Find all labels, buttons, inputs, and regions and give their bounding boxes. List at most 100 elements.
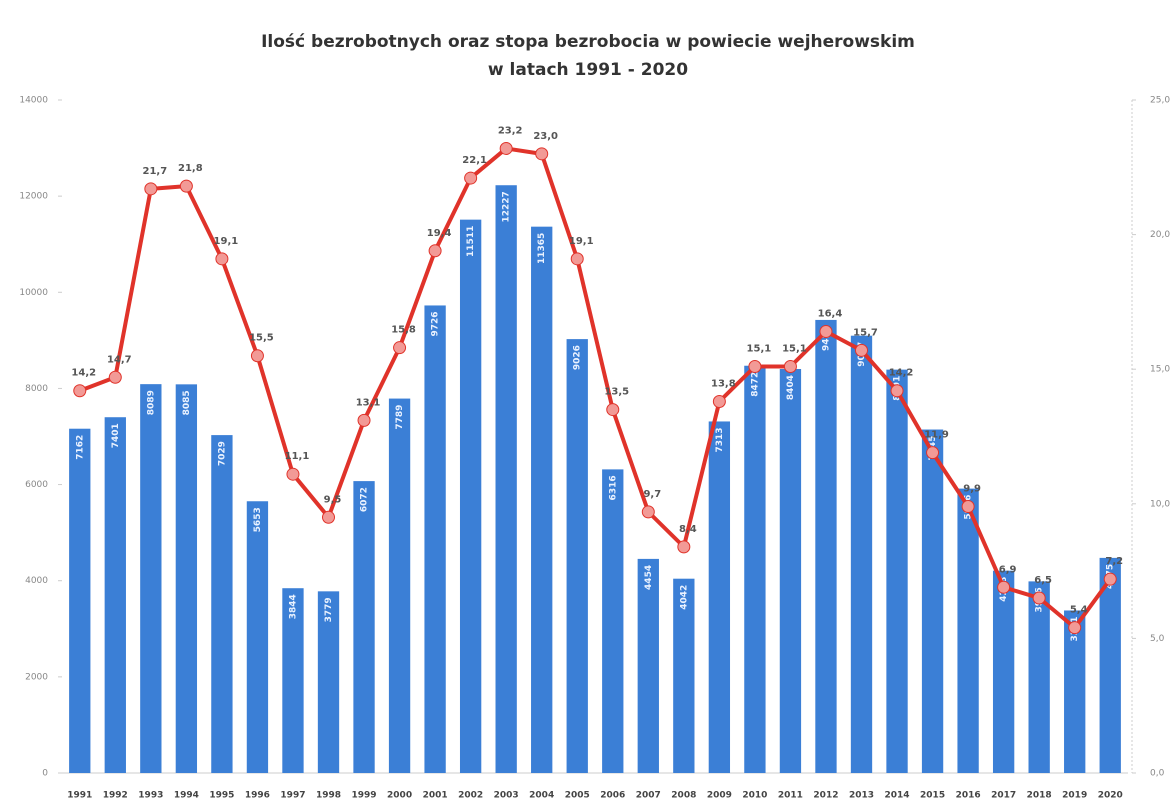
bar [637,558,659,773]
rate-marker [357,413,371,427]
bar-value-label: 4454 [644,565,654,590]
rate-marker [499,141,513,155]
bar-value-label: 8472 [750,372,760,397]
rate-label: 11,1 [285,451,310,462]
x-tick-label: 2020 [1098,791,1123,801]
bar [140,384,162,773]
rate-marker [961,499,975,513]
bar [424,305,446,773]
x-tick-label: 1994 [174,791,199,801]
x-tick-label: 2008 [671,791,696,801]
bar [282,588,304,773]
bar [459,219,482,773]
bar [602,469,624,773]
bar [566,339,588,773]
x-tick-label: 2010 [742,791,767,801]
bar-value-label: 11365 [537,233,547,264]
rate-label: 21,7 [142,166,167,177]
y2-tick-label: 10,0 [1150,499,1170,509]
x-tick-label: 2001 [423,791,448,801]
bar [495,185,517,773]
bar-value-label: 6072 [360,487,370,512]
bar [211,435,233,773]
rate-label: 6,9 [999,564,1017,575]
rate-label: 13,8 [711,379,736,390]
x-tick-label: 1997 [280,791,305,801]
bar [886,369,908,773]
x-tick-label: 2005 [565,791,590,801]
x-tick-label: 2002 [458,791,483,801]
rate-label: 11,9 [924,430,949,441]
bar-value-label: 7313 [715,427,725,452]
bar-value-label: 9425 [821,326,831,351]
x-tick-label: 2016 [956,791,981,801]
y2-tick-label: 25,0 [1150,96,1170,106]
bar [353,481,375,773]
rate-line [79,146,1112,630]
bar-value-label: 8085 [182,390,192,415]
bar [815,319,837,773]
rate-label: 13,1 [356,397,381,408]
x-tick-label: 2019 [1062,791,1087,801]
bar-value-label: 7401 [111,423,121,448]
bar [69,428,91,773]
y-tick-label: 8000 [25,384,48,394]
rate-label: 15,1 [747,344,772,355]
bar [246,501,269,773]
y-tick-label: 2000 [25,672,48,682]
bar-value-label: 3844 [288,594,298,619]
y-tick-label: 6000 [25,480,48,490]
bar-value-label: 11511 [466,226,476,257]
rate-label: 15,1 [782,344,807,355]
rate-marker [855,343,868,357]
rate-label: 16,4 [818,309,843,320]
x-tick-label: 2015 [920,791,945,801]
rate-marker [641,505,655,519]
bar [957,488,979,773]
bar-value-label: 9026 [573,345,583,370]
rate-marker [606,403,620,417]
rate-label: 21,8 [178,163,203,174]
x-tick-label: 1993 [138,791,163,801]
x-tick-label: 2011 [778,791,803,801]
bar-value-label: 8404 [786,375,796,400]
x-tick-label: 2013 [849,791,874,801]
rate-label: 19,1 [569,236,594,247]
rate-marker [1068,621,1082,635]
y2-tick-label: 0,0 [1150,769,1165,779]
bar [673,578,695,773]
y2-tick-label: 5,0 [1150,634,1165,644]
rate-label: 8,4 [679,524,697,535]
rate-marker [144,182,158,196]
x-tick-label: 2012 [813,791,838,801]
rate-marker [250,349,264,363]
bar-value-label: 7162 [75,435,85,460]
rate-label: 14,2 [889,368,914,379]
rate-label: 22,1 [462,155,487,166]
x-tick-label: 2000 [387,791,412,801]
bar-value-label: 8089 [146,390,156,415]
y-tick-label: 10000 [19,288,48,298]
bar-value-label: 12227 [502,191,512,222]
x-tick-label: 2014 [885,791,910,801]
rate-label: 14,7 [107,354,132,365]
bar-value-label: 6316 [608,475,618,500]
x-tick-label: 2006 [600,791,625,801]
rate-marker [1032,591,1046,605]
rate-label: 7,2 [1105,556,1123,567]
chart-title: Ilość bezrobotnych oraz stopa bezrobocia… [261,32,915,52]
rate-marker [464,171,478,185]
rate-marker [179,179,193,193]
rate-label: 23,2 [498,125,523,136]
bar-value-label: 7029 [217,441,227,466]
y-tick-label: 14000 [19,96,48,106]
y-tick-label: 4000 [25,576,48,586]
rate-label: 9,7 [643,489,661,500]
bar [175,384,198,773]
rate-marker [535,147,549,161]
rate-label: 6,5 [1034,575,1052,586]
bar-value-label: 3779 [324,597,334,622]
rate-label: 23,0 [533,131,558,142]
bar [388,398,411,773]
